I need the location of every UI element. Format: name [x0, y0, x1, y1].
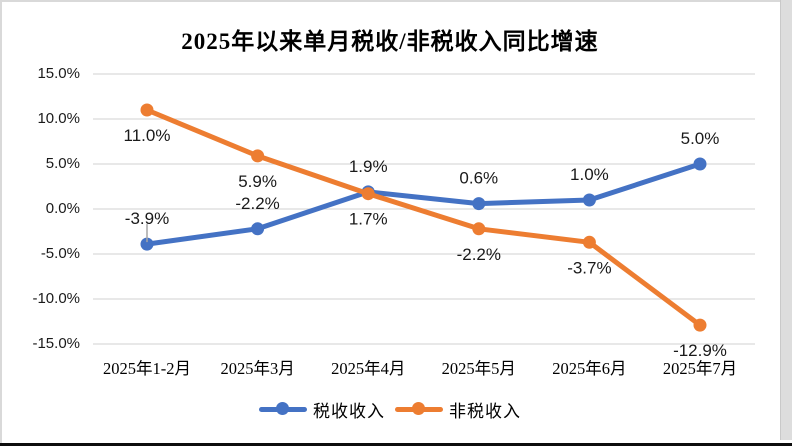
x-axis-label: 2025年6月	[552, 359, 627, 378]
series-1-marker	[361, 187, 375, 201]
legend-item-1: 非税收入	[395, 397, 521, 422]
window-border-top	[0, 0, 792, 2]
data-label-series-0: 5.0%	[681, 129, 720, 148]
data-label-series-1: -2.2%	[457, 245, 501, 264]
y-axis-tick-label: -5.0%	[40, 245, 80, 262]
series-0-marker	[251, 222, 265, 236]
legend-item-0: 税收收入	[259, 397, 385, 422]
series-0-marker	[472, 197, 486, 211]
series-1-marker	[251, 149, 265, 163]
legend-dot-icon	[412, 402, 425, 415]
legend-label: 非税收入	[449, 401, 521, 421]
window-border-bottom	[0, 443, 792, 446]
y-axis-tick-label: 10.0%	[37, 110, 80, 127]
window-border-left	[0, 0, 2, 443]
x-axis-label: 2025年4月	[331, 359, 406, 378]
series-1-marker	[693, 318, 707, 332]
y-axis-tick-label: -10.0%	[32, 290, 80, 307]
x-axis-label: 2025年5月	[441, 359, 516, 378]
y-axis-tick-label: -15.0%	[32, 335, 80, 352]
legend: 税收收入 非税收入	[0, 396, 780, 422]
x-axis-label: 2025年3月	[220, 359, 295, 378]
series-0-marker	[140, 237, 154, 251]
legend-label: 税收收入	[313, 401, 385, 421]
data-label-series-1: 5.9%	[238, 172, 277, 191]
series-1-line	[144, 107, 703, 328]
data-label-series-1: 11.0%	[124, 126, 171, 145]
x-axis-label: 2025年1-2月	[103, 359, 191, 378]
data-label-series-1: -3.7%	[567, 258, 611, 277]
data-label-series-0: 0.6%	[459, 169, 498, 188]
data-label-series-0: 1.0%	[570, 165, 609, 184]
data-label-series-1: -12.9%	[673, 341, 727, 360]
window-border-right	[780, 0, 792, 440]
data-label-series-0: -2.2%	[235, 194, 279, 213]
data-label-series-0: 1.9%	[349, 157, 388, 176]
series-0-line	[144, 161, 703, 247]
series-0-marker	[582, 193, 596, 207]
y-axis-tick-label: 0.0%	[45, 200, 80, 217]
series-1-marker	[582, 235, 596, 249]
legend-dot-icon	[276, 402, 289, 415]
legend-line-marker-icon	[259, 402, 307, 415]
y-axis-tick-label: 5.0%	[45, 155, 80, 172]
x-axis-label: 2025年7月	[662, 359, 738, 378]
data-label-series-1: 1.7%	[349, 210, 388, 229]
chart-title: 2025年以来单月税收/非税收入同比增速	[181, 29, 599, 54]
legend-line-marker-icon	[395, 402, 443, 415]
y-axis-tick-label: 15.0%	[37, 65, 80, 82]
data-label-series-0: -3.9%	[125, 209, 169, 228]
series-1-marker	[472, 222, 486, 236]
series-0-marker	[693, 157, 707, 171]
series-1-marker	[140, 103, 154, 117]
